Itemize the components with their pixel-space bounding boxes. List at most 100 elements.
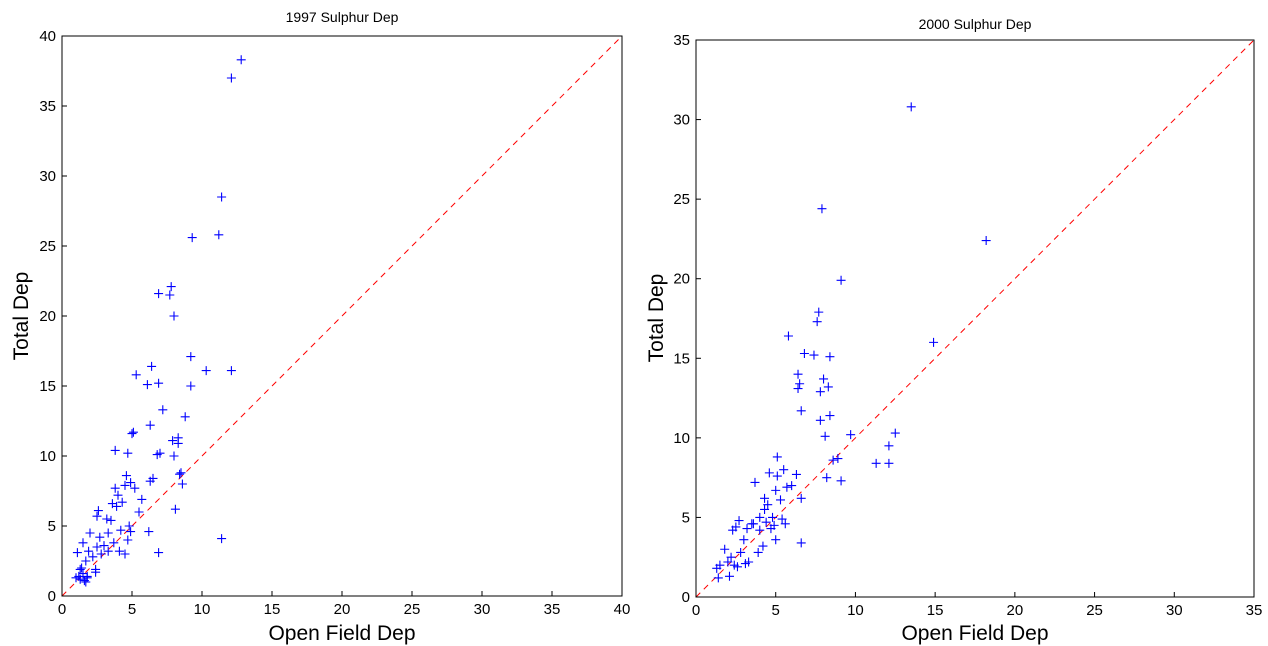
left-data-point <box>127 429 137 439</box>
right-data-point <box>732 562 742 572</box>
right-y-tick-label: 30 <box>673 112 690 129</box>
left-data-point <box>217 534 227 544</box>
right-data-point <box>713 573 723 583</box>
right-data-point <box>817 204 827 214</box>
left-data-point <box>114 546 124 556</box>
right-data-point <box>755 525 765 535</box>
left-data-point <box>72 548 82 558</box>
left-data-point <box>144 527 154 537</box>
right-data-point <box>793 369 803 379</box>
left-data-point <box>155 448 165 458</box>
right-data-point <box>731 522 741 532</box>
right-data-point <box>787 481 797 491</box>
right-x-tick-label: 35 <box>1246 602 1263 619</box>
left-data-point <box>166 282 176 292</box>
right-x-tick-label: 0 <box>692 602 700 619</box>
left-data-point <box>96 549 106 559</box>
right-data-point <box>846 430 856 440</box>
left-data-point <box>99 541 109 551</box>
right-data-point <box>819 374 829 384</box>
right-data-point <box>815 387 825 397</box>
right-data-point <box>809 350 819 360</box>
left-data-point <box>214 230 224 240</box>
right-data-point <box>764 468 774 478</box>
right-data-point <box>724 571 734 581</box>
left-data-point <box>236 55 246 65</box>
right-plot-x-ticks: 0 5 10 15 20 25 30 35 <box>692 592 1263 619</box>
left-data-point <box>93 506 103 516</box>
right-data-point <box>763 500 773 510</box>
right-data-point <box>739 535 749 545</box>
right-data-point <box>715 560 725 570</box>
left-data-point <box>175 469 185 479</box>
left-y-tick-label: 20 <box>39 308 56 325</box>
right-data-point <box>760 504 770 514</box>
left-data-point <box>217 192 227 202</box>
right-plot-y-ticks: 0 5 10 15 20 25 30 35 <box>673 32 701 606</box>
left-data-point <box>186 381 196 391</box>
left-data-point <box>145 420 155 430</box>
left-data-point <box>78 538 88 548</box>
left-data-point <box>109 538 119 548</box>
right-data-point <box>768 512 778 522</box>
left-data-point <box>81 556 91 566</box>
right-data-point <box>825 411 835 421</box>
left-data-point <box>154 289 164 299</box>
right-data-point <box>814 307 824 317</box>
left-data-point <box>173 433 183 443</box>
right-data-point <box>755 512 765 522</box>
right-data-point <box>828 455 838 465</box>
right-y-tick-label: 0 <box>682 589 690 606</box>
left-data-point <box>92 511 102 521</box>
left-data-point <box>75 564 85 574</box>
left-data-point <box>168 436 178 446</box>
left-x-tick-label: 35 <box>544 601 561 618</box>
right-y-tick-label: 25 <box>673 191 690 208</box>
left-x-tick-label: 10 <box>194 601 211 618</box>
left-data-point <box>75 574 85 584</box>
left-data-point <box>110 445 120 455</box>
right-plot-x-label: Open Field Dep <box>901 622 1048 645</box>
right-data-point <box>783 331 793 341</box>
right-data-point <box>753 547 763 557</box>
right-data-point <box>747 519 757 529</box>
right-x-tick-label: 10 <box>847 602 864 619</box>
left-data-point <box>113 490 123 500</box>
left-data-point <box>176 468 186 478</box>
right-data-point <box>890 428 900 438</box>
right-data-point <box>796 406 806 416</box>
right-data-point <box>771 485 781 495</box>
right-data-point <box>772 471 782 481</box>
right-data-point <box>736 547 746 557</box>
left-x-tick-label: 15 <box>264 601 281 618</box>
right-data-point <box>906 102 916 112</box>
left-data-point <box>142 380 152 390</box>
right-data-point <box>812 317 822 327</box>
right-data-point <box>820 431 830 441</box>
right-data-point <box>723 557 733 567</box>
right-data-point <box>833 454 843 464</box>
left-data-point <box>84 546 94 556</box>
left-plot-y-ticks: 0 5 10 15 20 25 30 35 40 <box>39 28 67 605</box>
left-y-tick-label: 10 <box>39 448 56 465</box>
right-y-tick-label: 35 <box>673 32 690 49</box>
left-data-point <box>103 528 113 538</box>
left-data-point <box>88 552 98 562</box>
right-data-point <box>726 552 736 562</box>
left-data-point <box>82 573 92 583</box>
right-data-point <box>796 538 806 548</box>
right-data-point <box>871 458 881 468</box>
right-data-point <box>825 352 835 362</box>
left-data-point <box>154 378 164 388</box>
right-y-tick-label: 10 <box>673 430 690 447</box>
left-data-point <box>165 290 175 300</box>
left-plot-markers <box>71 55 246 587</box>
left-data-point <box>85 528 95 538</box>
left-data-point <box>124 521 134 531</box>
right-data-point <box>796 493 806 503</box>
left-data-point <box>134 507 144 517</box>
left-data-point <box>81 577 91 587</box>
right-data-point <box>720 544 730 554</box>
right-y-tick-label: 15 <box>673 350 690 367</box>
